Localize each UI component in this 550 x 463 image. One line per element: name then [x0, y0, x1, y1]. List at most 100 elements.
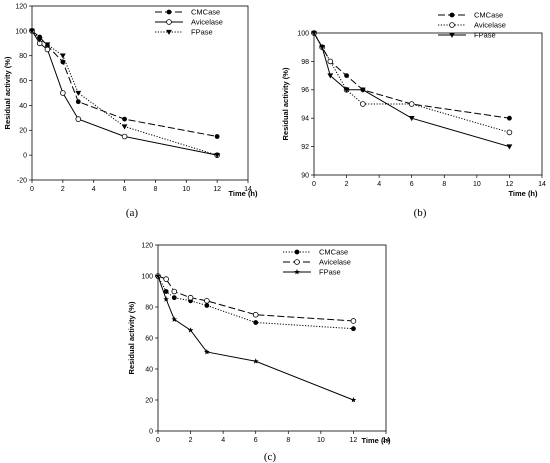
chart-a-x-tick-label: 14 [244, 186, 252, 193]
chart-c-x-tick-label: 0 [156, 437, 160, 444]
chart-a-y-axis-label: Residual activity (%) [3, 56, 12, 129]
chart-a-x-tick-label: 6 [123, 186, 127, 193]
chart-a-y-tick-label: -20 [17, 177, 27, 184]
chart-c-point-fpase [252, 358, 259, 364]
chart-c-x-tick-label: 8 [286, 437, 290, 444]
chart-c-point-fpase [171, 316, 178, 322]
chart-c-point-avicelase [163, 276, 169, 282]
chart-c-legend-marker [294, 259, 300, 265]
chart-c-point-avicelase [350, 318, 357, 324]
chart-b-point-fpase [343, 87, 350, 93]
chart-a-x-tick-label: 4 [92, 186, 96, 193]
chart-b-x-axis-label: Time (h) [508, 189, 538, 198]
chart-a-x-tick-label: 0 [30, 186, 34, 193]
chart-a-point-avicelase [60, 90, 66, 96]
chart-b-y-tick-label: 96 [301, 87, 309, 94]
chart-b-plot-frame [313, 32, 543, 176]
chart-b-x-tick-label: 6 [410, 181, 414, 188]
chart-b-y-tick-label: 94 [301, 116, 309, 123]
chart-b-legend-label: CMCase [474, 11, 503, 20]
chart-c-point-cmcase [163, 289, 169, 294]
chart-b-point-avicelase [327, 58, 334, 65]
chart-b-x-tick-label: 10 [473, 181, 481, 188]
chart-a-point-cmcase [75, 99, 81, 105]
chart-a-point-cmcase [60, 59, 66, 65]
chart-c-x-tick-label: 10 [317, 437, 325, 444]
chart-a-y-tick-label: 40 [19, 103, 27, 110]
chart-b-point-cmcase [507, 115, 512, 121]
chart-c-x-axis-label: Time (h) [361, 436, 391, 445]
chart-b-point-fpase [319, 45, 326, 51]
chart-b-series-line-fpase [313, 32, 510, 148]
chart-c-legend-label: Avicelase [319, 258, 351, 267]
chart-c-x-tick-label: 2 [189, 437, 193, 444]
chart-c-x-tick-label: 4 [221, 437, 225, 444]
chart-a-point-fpase [29, 28, 35, 34]
chart-c-point-avicelase [252, 311, 259, 318]
chart-a-legend-label: FPase [191, 28, 213, 37]
chart-c-legend-marker [294, 249, 300, 255]
chart-c-y-tick-label: 100 [141, 273, 153, 280]
chart-a-point-cmcase [214, 134, 220, 139]
chart-b-caption: (b) [414, 207, 427, 219]
chart-a-point-fpase [121, 124, 128, 130]
chart-b-y-axis-label: Residual activity (%) [281, 67, 290, 140]
chart-b-y-tick-label: 100 [297, 30, 309, 37]
chart-b-x-tick-label: 8 [442, 181, 446, 188]
chart-b-y-tick-label: 90 [301, 172, 309, 179]
chart-a-x-tick-label: 8 [153, 186, 157, 193]
chart-c-y-tick-label: 80 [145, 304, 153, 311]
chart-b-x-tick-label: 2 [345, 181, 349, 188]
chart-c-point-fpase [163, 296, 169, 302]
chart-a-y-tick-label: 120 [15, 3, 27, 10]
chart-a-point-fpase [75, 90, 82, 96]
chart-b-point-fpase [311, 30, 317, 36]
chart-a-point-avicelase [44, 46, 51, 53]
chart-c-x-tick-label: 12 [350, 437, 358, 444]
chart-a-y-tick-label: 100 [15, 28, 27, 35]
chart-b-x-tick-label: 14 [538, 181, 546, 188]
chart-b-legend-label: Avicelase [474, 21, 506, 30]
chart-c-point-avicelase [204, 297, 210, 304]
chart-a-x-tick-label: 12 [213, 186, 221, 193]
chart-a-legend-marker [166, 29, 172, 35]
chart-c-y-tick-label: 0 [149, 428, 153, 435]
chart-b-point-fpase [506, 144, 513, 150]
chart-a-caption: (a) [126, 207, 139, 219]
chart-a-y-tick-label: 20 [19, 128, 27, 135]
chart-c-point-cmcase [351, 326, 356, 332]
chart-b-point-fpase [359, 87, 366, 93]
chart-c-point-avicelase [187, 294, 194, 301]
chart-c-point-cmcase [171, 295, 177, 301]
chart-b-x-tick-label: 12 [506, 181, 514, 188]
chart-c-point-avicelase [171, 288, 178, 295]
chart-b-y-tick-label: 98 [301, 59, 309, 66]
chart-b-point-avicelase [360, 101, 366, 107]
chart-b-legend-marker [449, 32, 455, 38]
chart-c-legend-label: FPase [319, 268, 341, 277]
chart-a-point-fpase [36, 37, 43, 43]
chart-a-point-fpase [44, 42, 51, 48]
chart-c-plot-frame [157, 244, 387, 432]
chart-a-legend-label: CMCase [191, 8, 220, 17]
chart-a-x-tick-label: 2 [61, 186, 65, 193]
chart-a-legend-label: Avicelase [191, 18, 223, 27]
chart-b-y-tick-label: 92 [301, 144, 309, 151]
chart-c-series-line-fpase [157, 275, 354, 401]
chart-b-point-fpase [408, 116, 415, 122]
chart-a-x-tick-label: 10 [182, 186, 190, 193]
chart-b-point-fpase [327, 73, 334, 79]
chart-a-x-axis-label: Time (h) [228, 189, 258, 198]
chart-b-point-cmcase [344, 73, 349, 78]
chart-b: 0 2 4 6 8 10 12 14 90 92 94 96 98 100 Residual activi… [281, 11, 546, 219]
chart-c-x-tick-label: 6 [254, 437, 258, 444]
chart-c-x-tick-label: 14 [382, 437, 390, 444]
chart-a-y-tick-label: 60 [19, 78, 27, 85]
chart-c-y-tick-label: 120 [141, 242, 153, 249]
chart-a-point-cmcase [122, 116, 127, 122]
chart-a-legend-marker [166, 19, 172, 25]
